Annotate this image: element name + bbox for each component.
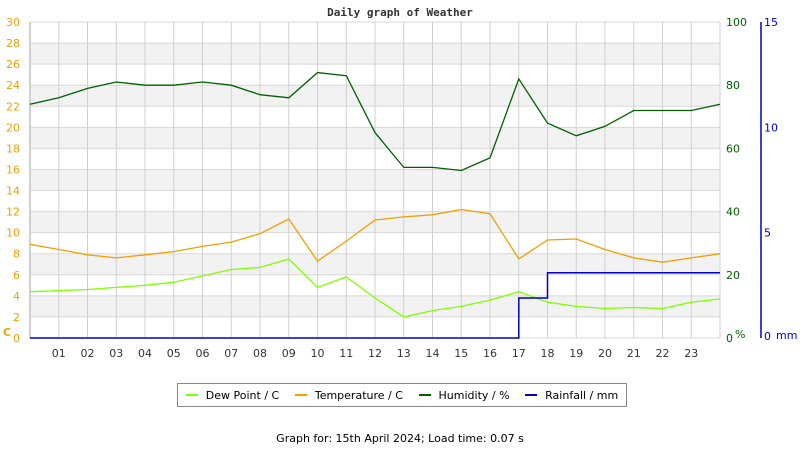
svg-text:10: 10 xyxy=(311,347,325,360)
svg-text:18: 18 xyxy=(541,347,555,360)
y-tick-temp: 2 xyxy=(13,311,20,324)
y-tick-temp: 0 xyxy=(13,332,20,345)
legend-label: Dew Point / C xyxy=(205,388,280,402)
svg-text:15: 15 xyxy=(454,347,468,360)
legend-swatch-icon xyxy=(525,394,538,396)
chart-title: Daily graph of Weather xyxy=(327,6,473,19)
svg-text:16: 16 xyxy=(483,347,497,360)
legend-label: Rainfall / mm xyxy=(545,388,619,402)
legend-item: Humidity / % xyxy=(418,388,510,402)
svg-text:19: 19 xyxy=(569,347,583,360)
svg-text:100: 100 xyxy=(726,16,747,29)
svg-text:21: 21 xyxy=(627,347,641,360)
y-tick-temp: 4 xyxy=(13,290,20,303)
y-tick-temp: 24 xyxy=(6,79,20,92)
svg-text:60: 60 xyxy=(726,142,740,155)
legend-label: Temperature / C xyxy=(314,388,403,402)
y-tick-temp: 20 xyxy=(6,121,20,134)
y-tick-temp: 30 xyxy=(6,16,20,29)
svg-text:05: 05 xyxy=(167,347,181,360)
y-tick-temp: 26 xyxy=(6,58,20,71)
svg-text:06: 06 xyxy=(196,347,210,360)
svg-text:13: 13 xyxy=(397,347,411,360)
legend-item: Temperature / C xyxy=(294,388,403,402)
svg-text:20: 20 xyxy=(598,347,612,360)
svg-text:mm: mm xyxy=(776,329,797,342)
svg-text:0: 0 xyxy=(726,332,733,345)
svg-text:15: 15 xyxy=(764,16,778,29)
legend-item: Rainfall / mm xyxy=(525,389,618,402)
legend-swatch-icon xyxy=(294,394,307,396)
svg-text:03: 03 xyxy=(109,347,123,360)
legend-swatch-icon xyxy=(185,394,198,396)
y-tick-temp: 22 xyxy=(6,100,20,113)
svg-text:08: 08 xyxy=(253,347,267,360)
y-tick-temp: 6 xyxy=(13,269,20,282)
svg-text:12: 12 xyxy=(368,347,382,360)
y-tick-temp: 28 xyxy=(6,37,20,50)
svg-text:09: 09 xyxy=(282,347,296,360)
legend-swatch-icon xyxy=(418,394,431,396)
svg-text:40: 40 xyxy=(726,206,740,219)
y-tick-temp: 14 xyxy=(6,185,20,198)
svg-text:11: 11 xyxy=(339,347,353,360)
svg-text:10: 10 xyxy=(764,121,778,134)
y-tick-temp: 18 xyxy=(6,142,20,155)
svg-text:04: 04 xyxy=(138,347,152,360)
svg-text:5: 5 xyxy=(764,227,771,240)
svg-text:C: C xyxy=(3,326,11,339)
y-tick-temp: 10 xyxy=(6,227,20,240)
legend-label: Humidity / % xyxy=(438,388,510,402)
svg-text:17: 17 xyxy=(512,347,526,360)
svg-text:0: 0 xyxy=(764,330,771,343)
svg-text:22: 22 xyxy=(656,347,670,360)
y-tick-temp: 8 xyxy=(13,248,20,261)
legend: Dew Point / C Temperature / C Humidity / %… xyxy=(177,383,627,407)
footer-status: Graph for: 15th April 2024; Load time: 0… xyxy=(276,432,524,445)
svg-text:20: 20 xyxy=(726,269,740,282)
y-tick-temp: 12 xyxy=(6,206,20,219)
y-tick-temp: 16 xyxy=(6,163,20,176)
legend-item: Dew Point / C xyxy=(185,388,280,402)
svg-text:14: 14 xyxy=(426,347,440,360)
svg-text:07: 07 xyxy=(224,347,238,360)
svg-text:01: 01 xyxy=(52,347,66,360)
svg-text:80: 80 xyxy=(726,79,740,92)
svg-text:02: 02 xyxy=(81,347,95,360)
svg-text:23: 23 xyxy=(684,347,698,360)
svg-text:%: % xyxy=(735,328,745,341)
